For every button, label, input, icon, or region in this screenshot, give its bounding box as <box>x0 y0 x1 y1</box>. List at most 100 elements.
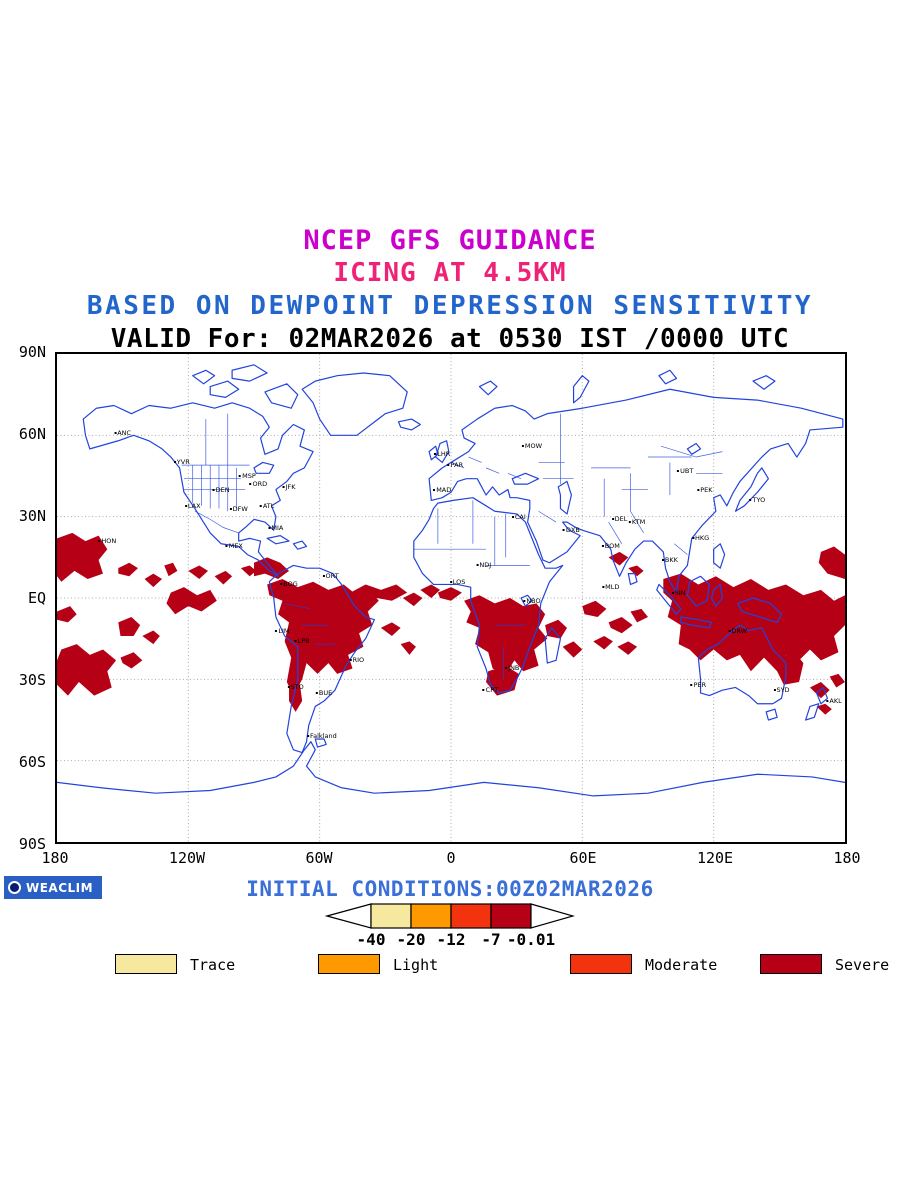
coast-sumatra <box>657 584 681 614</box>
initial-conditions: INITIAL CONDITIONS:00Z02MAR2026 <box>246 877 654 901</box>
station-label: ATL <box>260 503 275 510</box>
colorbar-labels: -40 -20 -12 -7 -0.01 <box>325 930 575 950</box>
colorbar-right-arrow <box>530 903 575 929</box>
lat-tick-label: 30N <box>18 506 46 525</box>
lat-tick-label: 90N <box>18 343 46 361</box>
station-label: MEX <box>226 543 243 550</box>
coast-iceland <box>398 419 420 430</box>
station-labels: ANC YVR MSP ORD JFK DEN LAX DFW ATL MIA HON MEX BOG O… <box>57 354 845 842</box>
lat-tick-label: 60N <box>18 424 46 443</box>
station-label: NBO <box>523 597 540 604</box>
station-label: PER <box>691 682 707 689</box>
station-label: ORD <box>250 481 268 488</box>
colorbar-seg-severe <box>490 903 532 929</box>
coast-lakes <box>254 443 701 606</box>
station-label: MSP <box>239 473 256 480</box>
legend-label-severe: Severe <box>835 956 890 974</box>
coast-antarctica <box>57 742 845 796</box>
title-method: BASED ON DEWPOINT DEPRESSION SENSITIVITY <box>86 291 814 321</box>
legend-swatch-light <box>318 954 380 974</box>
coast-new-guinea <box>738 598 782 622</box>
colorbar-tick-label: -7 <box>481 930 501 949</box>
weaclim-logo-text: WEACLIM <box>26 880 94 895</box>
station-label: KTM <box>629 519 645 526</box>
colorbar-tick-label: -0.01 <box>506 930 556 949</box>
lon-tick-label: 0 <box>446 849 456 867</box>
station-label: RIO <box>350 657 365 664</box>
lat-tick-label: EQ <box>27 589 46 607</box>
coast-cuba <box>267 536 289 544</box>
legend-swatch-moderate <box>570 954 632 974</box>
lat-tick-label: 30S <box>18 670 46 689</box>
station-label: PAR <box>448 462 463 469</box>
coast-sulawesi <box>711 584 722 606</box>
station-label: STO <box>287 684 303 691</box>
title-product: ICING AT 4.5KM <box>333 258 567 288</box>
coast-madagascar <box>545 628 560 663</box>
station-label: DFW <box>230 505 248 512</box>
coast-sri-lanka <box>628 574 637 585</box>
station-label: CAI <box>512 513 526 520</box>
station-label: LPB <box>295 638 310 645</box>
lat-axis: 90N 60N 30N EQ 30S 60S 90S <box>0 343 50 853</box>
station-label: MIA <box>268 524 283 531</box>
legend-label-moderate: Moderate <box>645 956 718 974</box>
station-label: MAD <box>433 486 451 493</box>
legend-label-light: Light <box>393 956 439 974</box>
colorbar-seg-trace <box>370 903 412 929</box>
lon-tick-label: 180 <box>833 849 861 867</box>
colorbar-seg-moderate <box>450 903 492 929</box>
legend-swatch-severe <box>760 954 822 974</box>
lon-tick-label: 60E <box>569 849 597 867</box>
colorbar-seg-light <box>410 903 452 929</box>
station-label: UBT <box>677 467 693 474</box>
legend: Trace Light Moderate Severe <box>0 954 900 978</box>
coast-japan <box>736 468 769 511</box>
coastlines-layer <box>57 365 845 796</box>
weaclim-icon <box>8 881 21 894</box>
station-label: HON <box>98 538 116 545</box>
station-label: ANC <box>114 429 131 436</box>
coast-uk <box>436 441 449 463</box>
station-label: CPT <box>483 687 498 694</box>
station-label: SYD <box>773 687 789 694</box>
station-label: MLD <box>602 584 619 591</box>
station-label: TYO <box>750 497 766 504</box>
lon-tick-label: 120E <box>696 849 734 867</box>
station-label: DXB <box>563 527 580 534</box>
coast-nz-south <box>806 704 819 720</box>
coast-borneo <box>687 576 709 606</box>
station-label: HKG <box>692 535 709 542</box>
station-label: MOW <box>522 443 542 450</box>
legend-label-trace: Trace <box>190 956 236 974</box>
lat-tick-label: 90S <box>18 835 46 853</box>
colorbar-tick-label: -40 <box>356 930 386 949</box>
colorbar-left-arrow <box>325 903 372 929</box>
coast-greenland <box>302 373 407 435</box>
station-label: ORT <box>323 573 339 580</box>
coast-arctic-islands <box>193 365 775 408</box>
coast-philippines <box>714 544 725 568</box>
coast-java <box>681 617 712 628</box>
station-label: SIN <box>672 589 686 596</box>
coast-hispaniola <box>293 541 306 549</box>
legend-swatch-trace <box>115 954 177 974</box>
station-label: JNB <box>505 665 519 672</box>
colorbar-tick-label: -12 <box>436 930 466 949</box>
lon-tick-label: 60W <box>305 849 333 867</box>
lat-tick-label: 60S <box>18 753 46 771</box>
station-label: LIM <box>275 627 289 634</box>
station-label: Falkland <box>307 733 337 740</box>
title-guidance: NCEP GFS GUIDANCE <box>303 225 597 256</box>
colorbar-tick-label: -20 <box>396 930 426 949</box>
station-label: NDJ <box>476 562 491 569</box>
station-label: BOG <box>280 581 298 588</box>
lon-axis: 180 120W 60W 0 60E 120E 180 <box>41 849 860 869</box>
station-label: DRW <box>728 627 747 634</box>
world-map-svg <box>57 354 845 842</box>
station-label: LOS <box>450 578 466 585</box>
station-label: AKL <box>826 698 841 705</box>
station-label: LHR <box>434 451 450 458</box>
station-label: PEK <box>697 486 712 493</box>
